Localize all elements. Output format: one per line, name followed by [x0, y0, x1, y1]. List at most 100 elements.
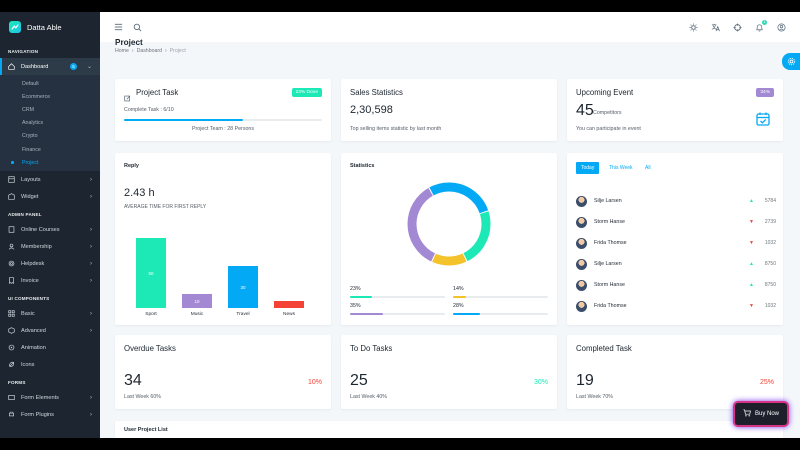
stat-progress-bar	[350, 313, 445, 315]
overdue-tasks-card: Overdue Tasks 34 10% Last Week 60%	[115, 335, 331, 409]
app-frame: Datta Able NAVIGATION Dashboard 5 ⌄ Defa…	[0, 12, 800, 438]
brand[interactable]: Datta Able	[0, 12, 100, 42]
chart-tick-label: Travel	[236, 312, 250, 317]
completed-title: Completed Task	[576, 344, 632, 353]
sidebar-item-advanced[interactable]: Advanced ›	[0, 322, 100, 339]
breadcrumb-home[interactable]: Home	[115, 48, 129, 54]
sidebar-item-widget[interactable]: Widget ›	[0, 188, 100, 205]
sidebar-item-form-plugins[interactable]: Form Plugins ›	[0, 406, 100, 423]
sidebar-item-membership[interactable]: Membership ›	[0, 238, 100, 255]
user-name: Storm Hanse	[594, 219, 625, 225]
caret-down-icon: ▼	[749, 219, 754, 225]
sidebar-item-label: Invoice	[21, 277, 39, 284]
cart-icon	[743, 409, 751, 419]
layout-icon	[8, 176, 15, 183]
user-list-item[interactable]: Silje Larsen ▲ 8750	[576, 258, 776, 270]
top-header: 1	[100, 12, 800, 42]
task-edit-icon	[124, 89, 131, 107]
chevron-right-icon: ›	[90, 193, 92, 200]
user-name: Silje Larsen	[594, 261, 622, 267]
home-icon	[8, 63, 15, 70]
chevron-right-icon: ›	[90, 226, 92, 233]
user-profile-icon[interactable]	[777, 23, 786, 32]
sidebar-item-icons[interactable]: Icons	[0, 356, 100, 373]
completed-percent: 25%	[759, 379, 774, 386]
language-icon[interactable]	[711, 23, 720, 32]
statistics-progress-list: 23% 14% 35% 28%	[341, 153, 557, 325]
user-list-item[interactable]: Storm Hanse ▼ 2739	[576, 216, 776, 228]
reply-title: Reply	[124, 163, 139, 169]
settings-fab[interactable]	[782, 53, 800, 70]
page-title: Project	[115, 38, 143, 47]
chart-tick-label: Sport	[145, 312, 157, 317]
statistics-card: Statistics 23% 14% 35% 28%	[341, 153, 557, 325]
event-subtitle: You can participate in event	[576, 126, 641, 132]
chart-data-label: 10	[194, 298, 200, 304]
tab-all[interactable]: All	[645, 165, 651, 171]
user-list-item[interactable]: Frida Thomse ▼ 1032	[576, 300, 776, 312]
menu-toggle-icon[interactable]	[114, 23, 123, 32]
completed-value: 19	[576, 372, 594, 389]
sidebar-item-basic[interactable]: Basic ›	[0, 305, 100, 322]
breadcrumb-separator-icon: ›	[131, 48, 134, 54]
submenu-item-analytics[interactable]: Analytics	[22, 120, 44, 127]
sidebar-item-form-elements[interactable]: Form Elements ›	[0, 389, 100, 406]
sidebar-item-helpdesk[interactable]: Helpdesk ›	[0, 255, 100, 272]
breadcrumb-current: Project	[169, 48, 186, 54]
tab-today[interactable]: Today	[576, 162, 600, 174]
completed-footer: Last Week 70%	[576, 394, 614, 400]
sidebar-item-invoice[interactable]: Invoice ›	[0, 272, 100, 289]
stat-progress-bar	[453, 296, 548, 298]
sidebar-item-layouts[interactable]: Layouts ›	[0, 171, 100, 188]
overdue-value: 34	[124, 372, 142, 389]
search-icon[interactable]	[133, 23, 142, 32]
overdue-title: Overdue Tasks	[124, 344, 176, 353]
user-value: 8750	[764, 261, 776, 267]
sidebar-item-label: Form Elements	[21, 394, 59, 401]
user-name: Frida Thomse	[594, 303, 627, 309]
sales-value: 2,30,598	[350, 104, 393, 116]
user-name: Silje Larsen	[594, 198, 622, 204]
sidebar-item-label: Widget	[21, 193, 39, 200]
submenu-item-ecommerce[interactable]: Ecommerce	[22, 93, 51, 100]
grid-icon	[8, 310, 15, 317]
user-list-item[interactable]: Frida Thomse ▼ 1032	[576, 237, 776, 249]
user-name: Storm Hanse	[594, 282, 625, 288]
sun-icon[interactable]	[689, 22, 698, 32]
stat-percent-label: 28%	[453, 303, 464, 309]
bell-icon[interactable]: 1	[755, 19, 767, 32]
lifebuoy-icon	[8, 260, 15, 267]
submenu-item-default[interactable]: Default	[22, 80, 39, 87]
breadcrumb-dashboard[interactable]: Dashboard	[136, 48, 162, 54]
breadcrumb-separator-icon: ›	[164, 48, 167, 54]
sidebar-item-dashboard[interactable]: Dashboard 5 ⌄	[0, 58, 100, 75]
submenu-item-project[interactable]: Project	[0, 156, 100, 169]
sidebar-item-animation[interactable]: Animation	[0, 339, 100, 356]
submenu-item-crypto[interactable]: Crypto	[22, 133, 38, 140]
invoice-icon	[8, 277, 15, 285]
submenu-item-finance[interactable]: Finance	[22, 146, 41, 153]
stat-progress-fill	[350, 296, 372, 298]
user-list-item[interactable]: Silje Larsen ▲ 5784	[576, 195, 776, 207]
gear-icon	[787, 53, 796, 71]
chevron-right-icon: ›	[90, 277, 92, 284]
book-icon	[8, 226, 15, 233]
tab-this-week[interactable]: This Week	[609, 165, 633, 171]
sidebar-item-online-courses[interactable]: Online Courses ›	[0, 221, 100, 238]
user-value: 1032	[764, 303, 776, 309]
sidebar-item-label: Form Plugins	[21, 411, 54, 418]
event-count: 45	[576, 102, 594, 119]
nav-caption-navigation: NAVIGATION	[8, 49, 39, 54]
buy-now-button[interactable]: Buy Now	[735, 403, 787, 425]
plug-icon	[8, 411, 15, 418]
animation-icon	[8, 344, 15, 351]
user-list-item[interactable]: Storm Hanse ▲ 8750	[576, 279, 776, 291]
submenu-item-crm[interactable]: CRM	[22, 106, 35, 113]
chart-bar-music: 10	[182, 294, 212, 308]
brand-logo-icon	[9, 21, 21, 33]
widget-icon	[8, 193, 15, 200]
overdue-footer: Last Week 60%	[124, 394, 162, 400]
event-count-label: Competitors	[593, 110, 622, 116]
crosshair-icon[interactable]	[733, 22, 742, 32]
sales-subtitle: Top selling items statistic by last mont…	[350, 126, 442, 132]
